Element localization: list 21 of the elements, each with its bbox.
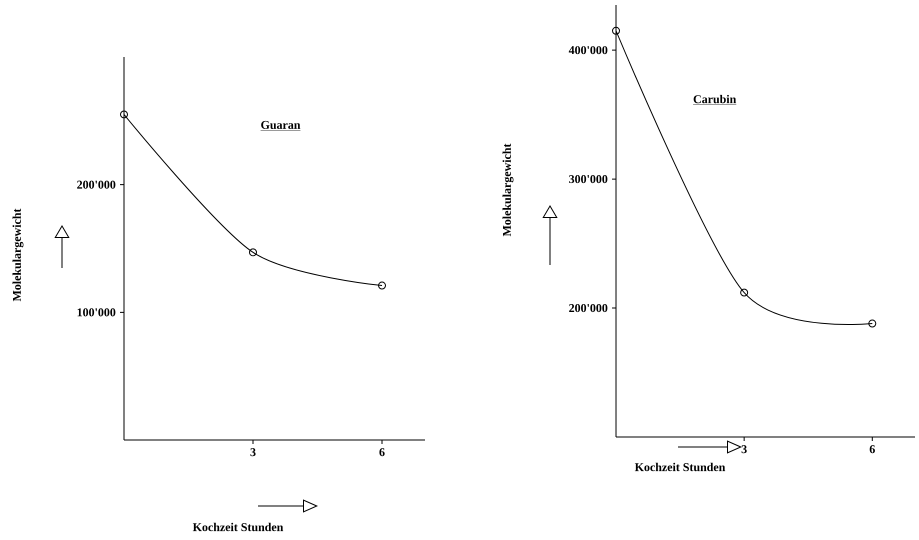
y-axis-title: Molekulargewicht: [12, 208, 24, 302]
x-tick-label: 6: [870, 445, 875, 454]
y-tick-label: 400'000: [568, 46, 608, 54]
point: [249, 248, 257, 256]
x-tick-label: 6: [379, 448, 385, 456]
point: [612, 26, 620, 35]
y-tick-label: 200'000: [77, 180, 116, 189]
x-tick-label: 3: [250, 448, 256, 456]
point: [120, 110, 128, 118]
point: [740, 288, 748, 297]
y-tick-label: 300'000: [569, 175, 608, 184]
y-tick-label: 200'000: [569, 304, 608, 312]
x-tick-label: 3: [742, 445, 747, 454]
y-tick-label: 100'000: [78, 308, 116, 316]
point: [868, 320, 876, 328]
x-axis-title: Kochzeit Stunden: [192, 522, 284, 532]
text: Guaran: [261, 120, 300, 129]
x-axis-title: Kochzeit Stunden: [634, 462, 726, 472]
text: Carubin: [694, 94, 736, 104]
point: [378, 282, 386, 290]
y-axis-title: Molekulargewicht: [502, 144, 514, 236]
